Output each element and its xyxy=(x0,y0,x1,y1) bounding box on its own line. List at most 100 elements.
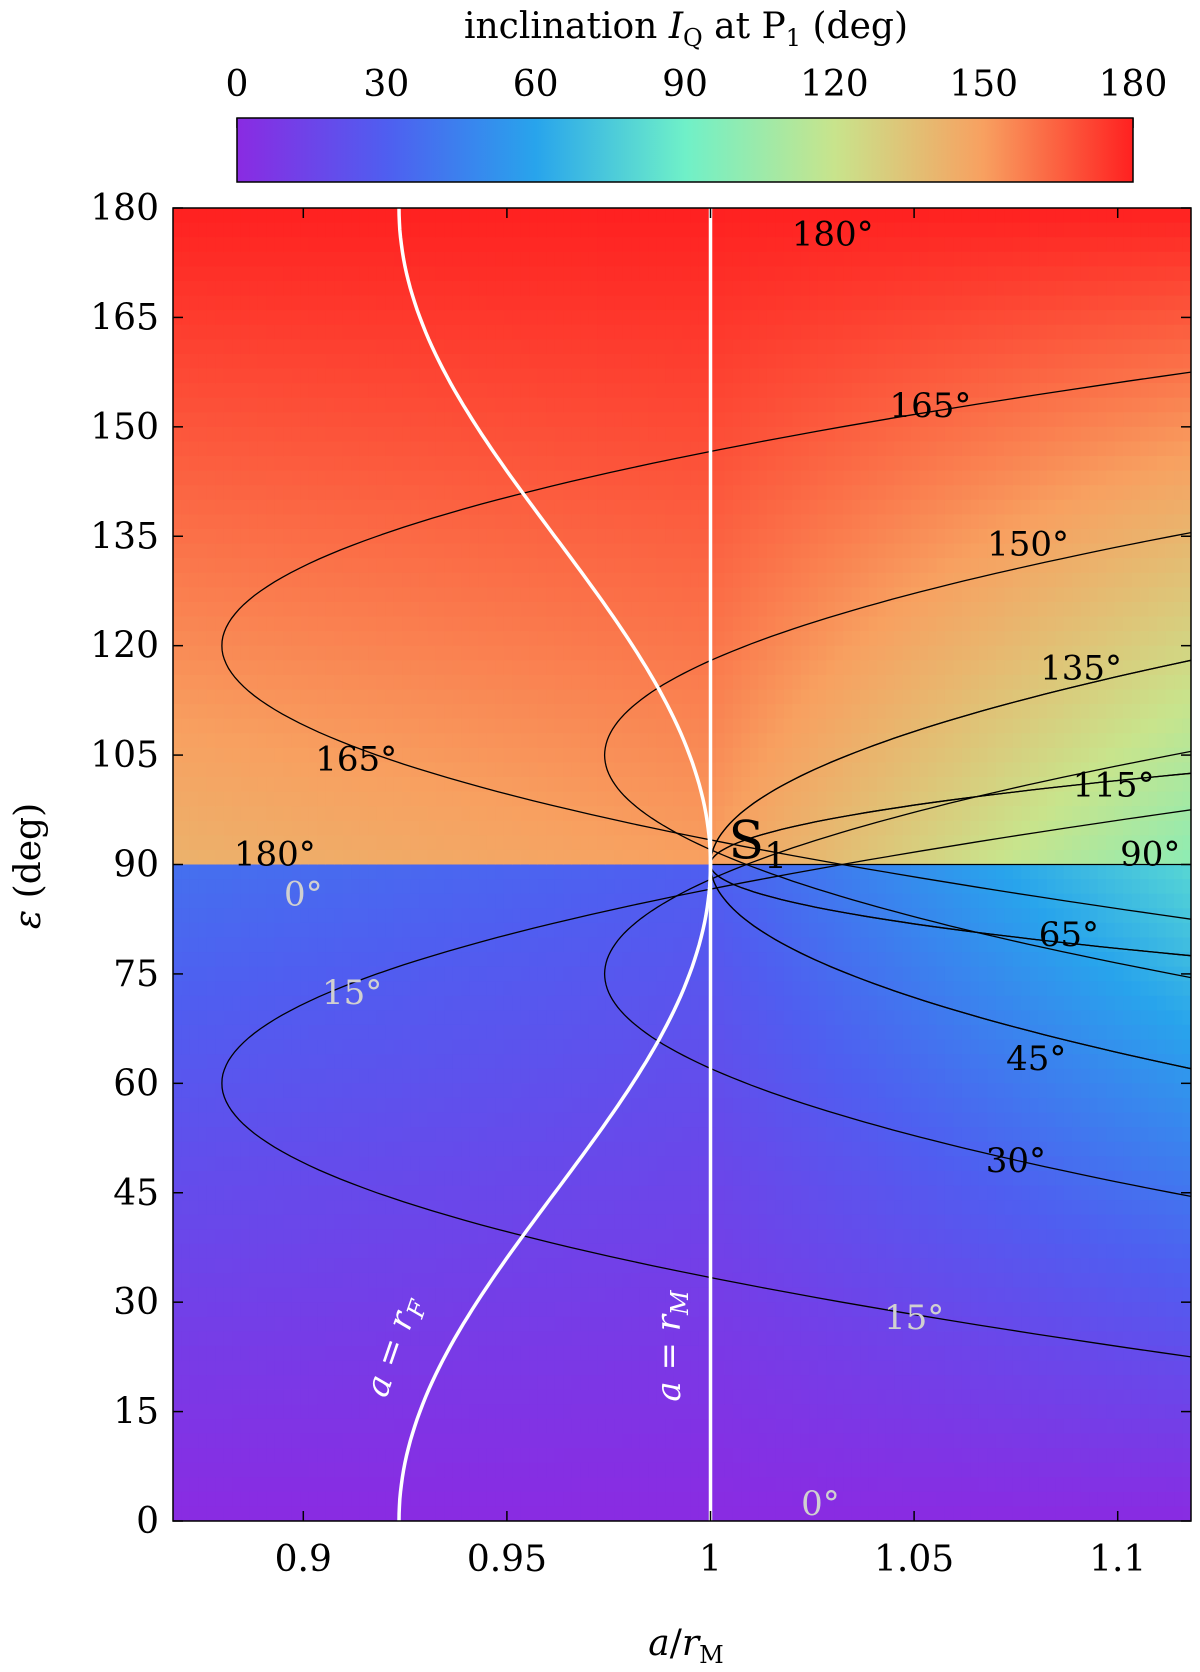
heatmap-cell xyxy=(232,426,242,443)
heatmap-cell xyxy=(317,470,327,486)
heatmap-cell xyxy=(605,1448,615,1464)
heatmap-cell xyxy=(376,601,386,618)
heatmap-cell xyxy=(495,864,505,880)
heatmap-cell xyxy=(240,368,250,384)
heatmap-cell xyxy=(478,1054,488,1070)
heatmap-cell xyxy=(529,1156,539,1172)
heatmap-cell xyxy=(503,1272,513,1289)
heatmap-cell xyxy=(512,237,522,253)
heatmap-cell xyxy=(402,776,412,793)
heatmap-cell xyxy=(512,966,522,982)
heatmap-cell xyxy=(385,266,395,282)
heatmap-cell xyxy=(588,514,598,530)
heatmap-cell xyxy=(486,704,496,720)
heatmap-cell xyxy=(257,689,267,705)
heatmap-cell xyxy=(257,864,267,880)
heatmap-cell xyxy=(266,1170,276,1187)
heatmap-cell xyxy=(308,674,318,691)
heatmap-cell xyxy=(546,806,556,822)
heatmap-cell xyxy=(402,1229,412,1245)
heatmap-cell xyxy=(206,280,217,297)
heatmap-cell xyxy=(300,601,310,618)
heatmap-cell xyxy=(334,966,344,982)
heatmap-cell xyxy=(512,368,522,384)
heatmap-cell xyxy=(240,1024,250,1041)
heatmap-cell xyxy=(266,412,276,428)
heatmap-cell xyxy=(232,1360,242,1376)
heatmap-cell xyxy=(588,1389,598,1405)
heatmap-cell xyxy=(452,1200,463,1216)
heatmap-cell xyxy=(291,1170,301,1187)
heatmap-cell xyxy=(385,893,395,909)
heatmap-cell xyxy=(385,601,395,618)
heatmap-cell xyxy=(249,441,259,457)
heatmap-cell xyxy=(512,1418,522,1435)
heatmap-cell xyxy=(478,543,488,559)
heatmap-cell xyxy=(444,718,454,734)
heatmap-cell xyxy=(546,1404,556,1420)
heatmap-cell xyxy=(206,1097,217,1114)
heatmap-cell xyxy=(198,952,208,968)
heatmap-cell xyxy=(503,470,513,486)
heatmap-cell xyxy=(452,937,463,953)
heatmap-cell xyxy=(571,470,581,486)
heatmap-cell xyxy=(452,295,463,311)
heatmap-cell xyxy=(588,208,598,224)
heatmap-cell xyxy=(300,674,310,691)
heatmap-cell xyxy=(580,1054,590,1070)
heatmap-cell xyxy=(580,499,590,515)
heatmap-cell xyxy=(223,791,233,807)
heatmap-cell xyxy=(249,222,259,238)
heatmap-cell xyxy=(469,1141,479,1157)
heatmap-cell xyxy=(223,1200,233,1216)
heatmap-cell xyxy=(503,208,513,224)
heatmap-cell xyxy=(257,674,267,691)
heatmap-cell xyxy=(206,470,217,486)
heatmap-cell xyxy=(452,995,463,1011)
heatmap-cell xyxy=(325,368,335,384)
heatmap-cell xyxy=(614,1316,624,1332)
heatmap-cell xyxy=(469,1039,479,1055)
heatmap-cell xyxy=(223,733,233,749)
heatmap-cell xyxy=(529,368,539,384)
heatmap-cell xyxy=(189,762,200,778)
heatmap-cell xyxy=(274,952,284,968)
heatmap-cell xyxy=(588,1054,598,1070)
heatmap-cell xyxy=(223,879,233,895)
heatmap-cell xyxy=(478,441,488,457)
heatmap-cell xyxy=(359,645,369,661)
heatmap-cell xyxy=(351,1258,361,1274)
heatmap-cell xyxy=(580,1258,590,1274)
heatmap-cell xyxy=(478,470,488,486)
heatmap-cell xyxy=(317,1200,327,1216)
heatmap-cell xyxy=(283,1112,293,1128)
heatmap-cell xyxy=(351,353,361,370)
heatmap-cell xyxy=(427,1243,437,1259)
heatmap-cell xyxy=(444,1068,454,1084)
heatmap-cell xyxy=(631,412,641,428)
heatmap-cell xyxy=(283,1316,293,1332)
heatmap-cell xyxy=(223,718,233,734)
heatmap-cell xyxy=(546,922,556,939)
heatmap-cell xyxy=(291,1068,301,1084)
heatmap-cell xyxy=(444,995,454,1011)
heatmap-cell xyxy=(393,237,403,253)
heatmap-cell xyxy=(173,514,183,530)
heatmap-cell xyxy=(410,1287,420,1303)
heatmap-cell xyxy=(588,1229,598,1245)
heatmap-cell xyxy=(597,689,607,705)
heatmap-cell xyxy=(308,266,318,282)
heatmap-cell xyxy=(588,718,598,734)
heatmap-cell xyxy=(257,1214,267,1230)
heatmap-cell xyxy=(291,514,301,530)
heatmap-cell xyxy=(342,849,352,866)
heatmap-cell xyxy=(546,528,556,545)
heatmap-cell xyxy=(308,601,318,618)
heatmap-cell xyxy=(461,806,471,822)
heatmap-cell xyxy=(529,514,539,530)
heatmap-cell xyxy=(215,1360,225,1376)
heatmap-cell xyxy=(359,601,369,618)
heatmap-cell xyxy=(622,849,632,866)
heatmap-cell xyxy=(622,353,632,370)
heatmap-cell xyxy=(385,456,395,472)
